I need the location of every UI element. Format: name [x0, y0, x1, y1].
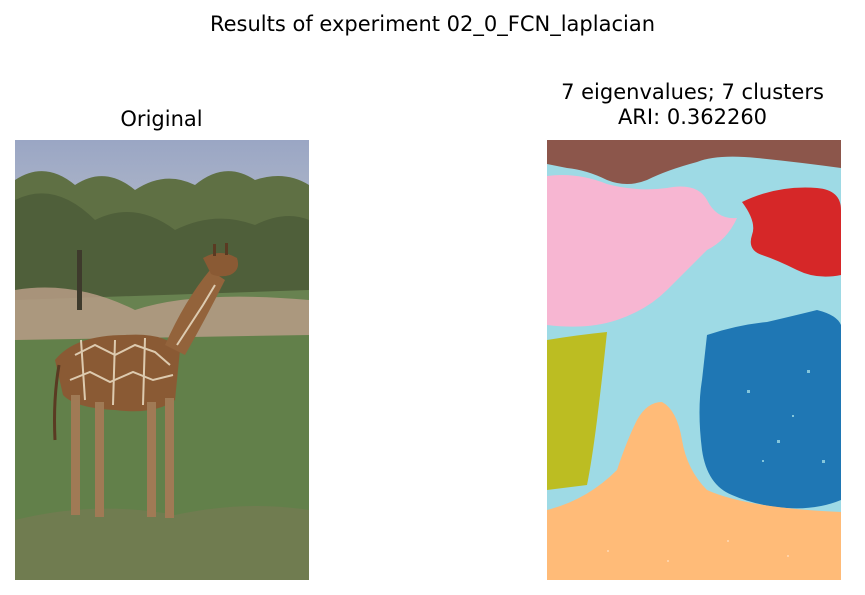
clusters-panel-title: 7 eigenvalues; 7 clusters ARI: 0.362260: [520, 80, 865, 130]
cluster-region-red: [742, 187, 841, 277]
clusters-title-line2: ARI: 0.362260: [617, 105, 768, 129]
original-panel-title: Original: [120, 107, 203, 131]
original-image: [15, 140, 309, 580]
cluster-region-brown: [547, 140, 841, 184]
cluster-region-pink: [547, 175, 737, 327]
cluster-segmentation-image: [547, 140, 841, 580]
cluster-region-blue: [699, 310, 841, 509]
clusters-title-line1: 7 eigenvalues; 7 clusters: [561, 80, 824, 104]
cluster-region-peach: [547, 402, 841, 580]
cluster-region-olive: [547, 332, 607, 490]
figure-suptitle: Results of experiment 02_0_FCN_laplacian: [209, 12, 656, 36]
giraffe-shape: [53, 243, 239, 518]
